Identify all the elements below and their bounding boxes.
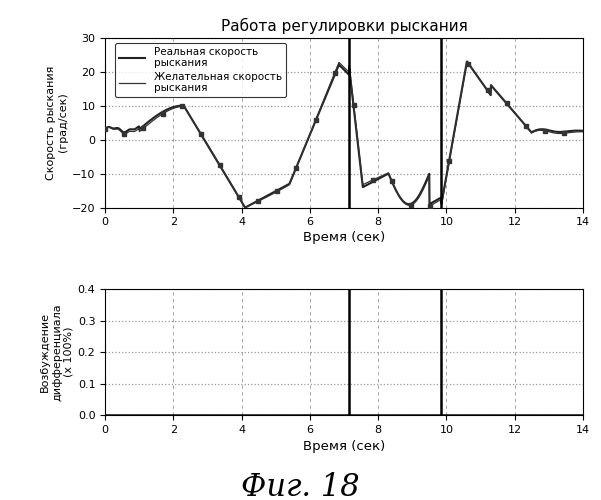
X-axis label: Время (сек): Время (сек): [303, 440, 385, 454]
Реальная скорость
рыскания: [242, 204, 249, 210]
Желательная скорость
рыскания: [566, 130, 573, 136]
Желательная скорость
рыскания: [334, 62, 341, 68]
Text: Фиг. 18: Фиг. 18: [241, 472, 360, 500]
Line: Реальная скорость
рыскания: Реальная скорость рыскания: [105, 62, 583, 208]
Line: Желательная скорость
рыскания: Желательная скорость рыскания: [105, 62, 583, 208]
Желательная скорость
рыскания: [126, 128, 133, 134]
Title: Работа регулировки рыскания: Работа регулировки рыскания: [221, 18, 468, 34]
Реальная скорость
рыскания: [463, 58, 471, 64]
X-axis label: Время (сек): Время (сек): [303, 232, 385, 244]
Желательная скорость
рыскания: [579, 128, 587, 134]
Желательная скорость
рыскания: [463, 59, 471, 65]
Реальная скорость
рыскания: [126, 126, 133, 132]
Реальная скорость
рыскания: [322, 95, 329, 101]
Y-axis label: Скорость рыскания
(град/сек): Скорость рыскания (град/сек): [46, 66, 68, 180]
Желательная скорость
рыскания: [242, 204, 249, 210]
Реальная скорость
рыскания: [102, 126, 109, 132]
Реальная скорость
рыскания: [566, 128, 573, 134]
Y-axis label: Возбуждение
дифференциала
(x 100%): Возбуждение дифференциала (x 100%): [40, 303, 73, 401]
Legend: Реальная скорость
рыскания, Желательная скорость
рыскания: Реальная скорость рыскания, Желательная …: [115, 42, 286, 98]
Желательная скорость
рыскания: [322, 94, 329, 100]
Реальная скорость
рыскания: [334, 64, 341, 70]
Реальная скорость
рыскания: [579, 128, 587, 134]
Желательная скорость
рыскания: [102, 126, 109, 132]
Реальная скорость
рыскания: [566, 128, 573, 134]
Желательная скорость
рыскания: [478, 80, 486, 86]
Желательная скорость
рыскания: [566, 130, 573, 136]
Реальная скорость
рыскания: [478, 80, 486, 86]
